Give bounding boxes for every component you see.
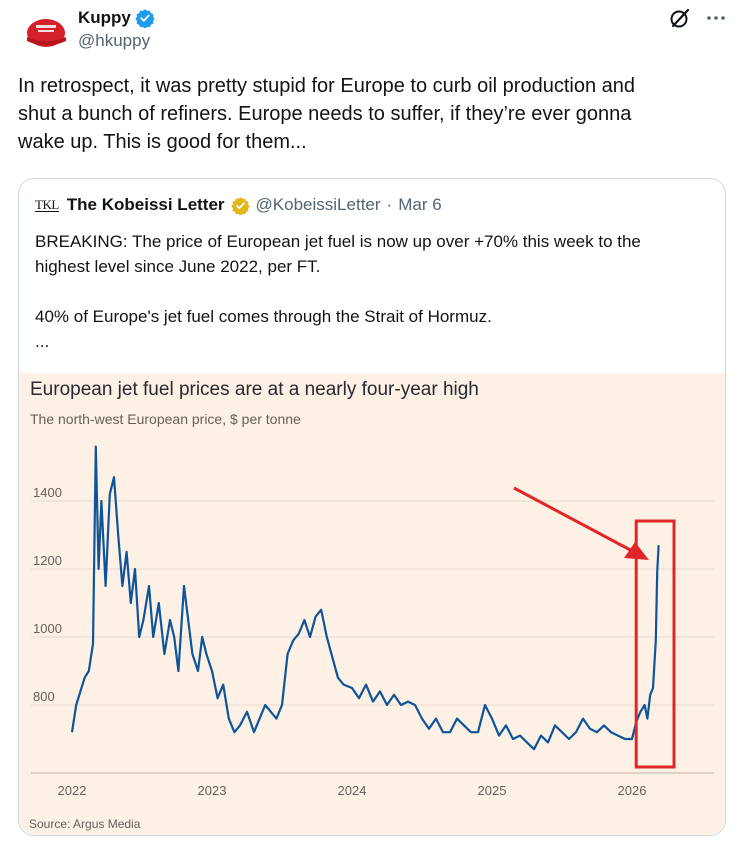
chart-title: European jet fuel prices are at a nearly… [30, 379, 479, 400]
verified-badge-icon [135, 9, 155, 28]
quoted-date[interactable]: Mar 6 [398, 195, 442, 214]
quoted-display-name[interactable]: The Kobeissi Letter [66, 195, 225, 214]
highlight-box [634, 519, 676, 769]
annotation-arrowhead [624, 542, 649, 560]
tweet-text: In retrospect, it was pretty stupid for … [18, 75, 635, 153]
kobeissi-logo-icon: TKL [35, 197, 59, 212]
gold-verified-badge-icon [230, 196, 250, 215]
user-handle[interactable]: @hkuppy [78, 31, 151, 50]
y-tick-label: 1200 [33, 553, 62, 568]
y-tick-label: 1400 [33, 485, 62, 500]
separator-dot: · [386, 195, 393, 214]
quoted-tweet-text: BREAKING: The price of European jet fuel… [35, 232, 641, 351]
annotation-arrow [513, 486, 637, 555]
quoted-tweet[interactable]: TKL The Kobeissi Letter @KobeissiLetter … [18, 178, 726, 836]
quoted-handle[interactable]: @KobeissiLetter [255, 195, 381, 214]
chart-image[interactable]: European jet fuel prices are at a nearly… [19, 373, 725, 835]
line-chart: 800 1000 1200 1400 2022 2023 2024 2025 2026 [31, 445, 714, 798]
x-tick-label: 2022 [58, 783, 87, 798]
y-tick-label: 800 [33, 689, 55, 704]
chart-subtitle: The north-west European price, $ per ton… [30, 411, 301, 427]
x-tick-label: 2024 [338, 783, 367, 798]
y-tick-label: 1000 [33, 621, 62, 636]
more-options-icon[interactable] [704, 6, 728, 30]
x-tick-label: 2023 [198, 783, 227, 798]
x-tick-label: 2026 [618, 783, 647, 798]
display-name[interactable]: Kuppy [78, 8, 131, 27]
chart-source: Source: Argus Media [29, 817, 141, 831]
tweet-header: Kuppy @hkuppy [18, 4, 725, 56]
red-cap-avatar-icon [23, 8, 69, 54]
price-series-line [70, 445, 660, 751]
x-tick-label: 2025 [478, 783, 507, 798]
grok-icon[interactable] [668, 6, 692, 30]
avatar[interactable] [23, 8, 69, 54]
quoted-tweet-header: TKL The Kobeissi Letter @KobeissiLetter … [35, 195, 442, 215]
